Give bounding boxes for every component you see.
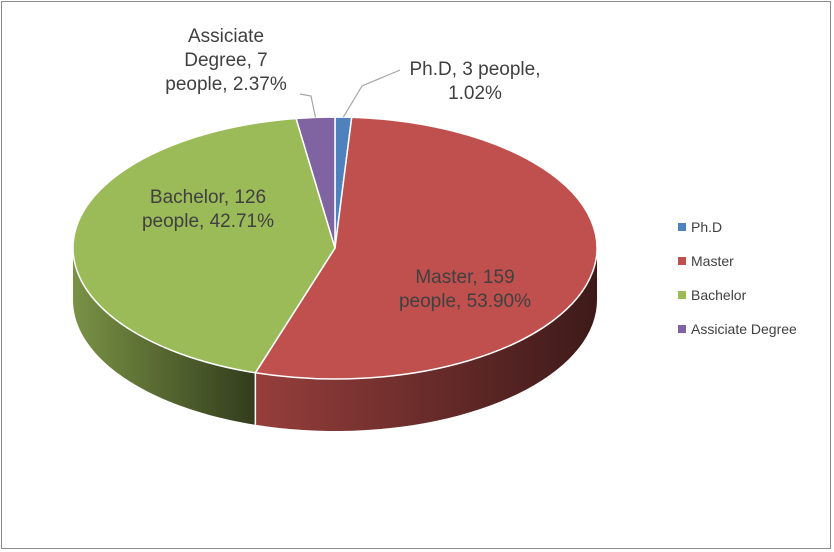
data-label-assiciate-degree: Assiciate Degree, 7 people, 2.37% bbox=[165, 26, 287, 95]
legend-swatch-master bbox=[678, 257, 686, 265]
legend-swatch-assiciate-degree bbox=[678, 325, 686, 333]
legend-swatch-bachelor bbox=[678, 291, 686, 299]
slice-side-master bbox=[255, 248, 598, 431]
slice-side-bachelor bbox=[73, 248, 256, 425]
legend-label-master: Master bbox=[691, 253, 734, 269]
legend: Ph.D Master Bachelor Assiciate Degree bbox=[678, 219, 797, 337]
data-label-master: Master, 159 people, 53.90% bbox=[399, 267, 531, 312]
leader-line-assiciate-degree bbox=[299, 93, 317, 118]
pie-slices bbox=[72, 116, 598, 380]
data-label-bachelor: Bachelor, 126 people, 42.71% bbox=[142, 187, 274, 232]
data-labels: Ph.D, 3 people, 1.02% Master, 159 people, 5… bbox=[142, 26, 541, 312]
slice-master bbox=[254, 116, 598, 380]
legend-label-assiciate-degree: Assiciate Degree bbox=[691, 321, 797, 337]
slice-bachelor bbox=[72, 117, 336, 374]
leader-lines bbox=[299, 69, 401, 118]
leader-line-ph-d bbox=[342, 69, 401, 118]
data-label-ph-d: Ph.D, 3 people, 1.02% bbox=[410, 59, 541, 104]
legend-label-ph-d: Ph.D bbox=[691, 219, 722, 235]
pie-sides bbox=[73, 248, 598, 431]
legend-label-bachelor: Bachelor bbox=[691, 287, 747, 303]
legend-swatch-ph-d bbox=[678, 223, 686, 231]
